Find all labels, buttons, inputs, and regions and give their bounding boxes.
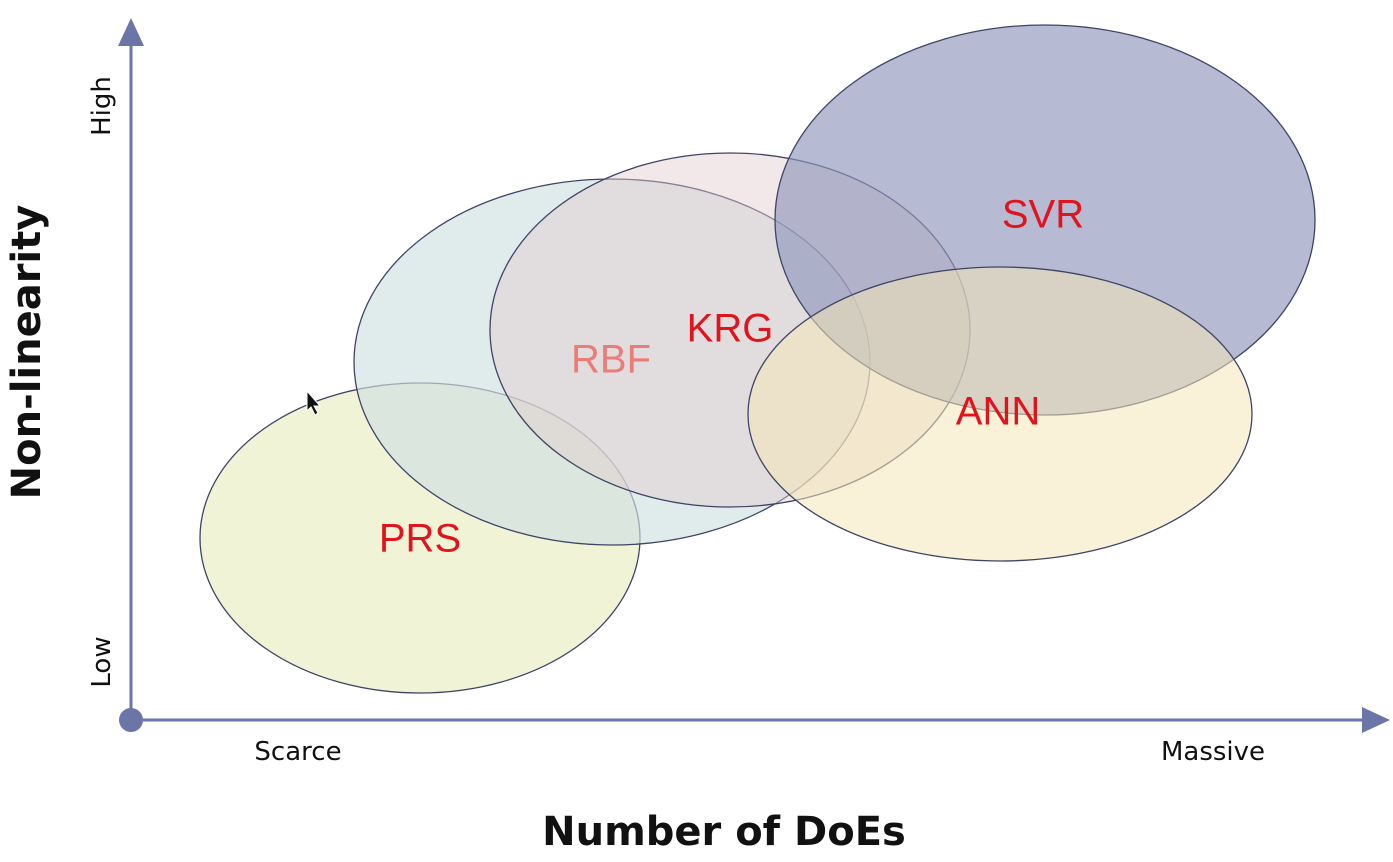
region-ann bbox=[747, 266, 1253, 562]
x-axis-title: Number of DoEs bbox=[542, 809, 906, 855]
regions bbox=[199, 24, 1316, 694]
origin-dot bbox=[119, 708, 143, 732]
y-axis-arrowhead bbox=[118, 18, 144, 46]
region-label-krg: KRG bbox=[687, 307, 774, 351]
y-low-label: Low bbox=[87, 636, 117, 687]
region-label-ann: ANN bbox=[956, 390, 1040, 434]
x-high-label: Massive bbox=[1161, 737, 1265, 767]
region-label-rbf: RBF bbox=[571, 338, 651, 382]
mouse-cursor-icon bbox=[306, 389, 322, 416]
x-low-label: Scarce bbox=[254, 737, 341, 767]
x-axis-arrowhead bbox=[1362, 707, 1390, 733]
region-label-prs: PRS bbox=[379, 517, 461, 561]
y-axis-title: Non-linearity bbox=[4, 205, 50, 500]
region-labels: PRS RBF KRG SVR ANN bbox=[379, 193, 1084, 561]
y-high-label: High bbox=[87, 76, 117, 136]
axes bbox=[118, 18, 1390, 733]
region-label-svr: SVR bbox=[1002, 193, 1084, 237]
